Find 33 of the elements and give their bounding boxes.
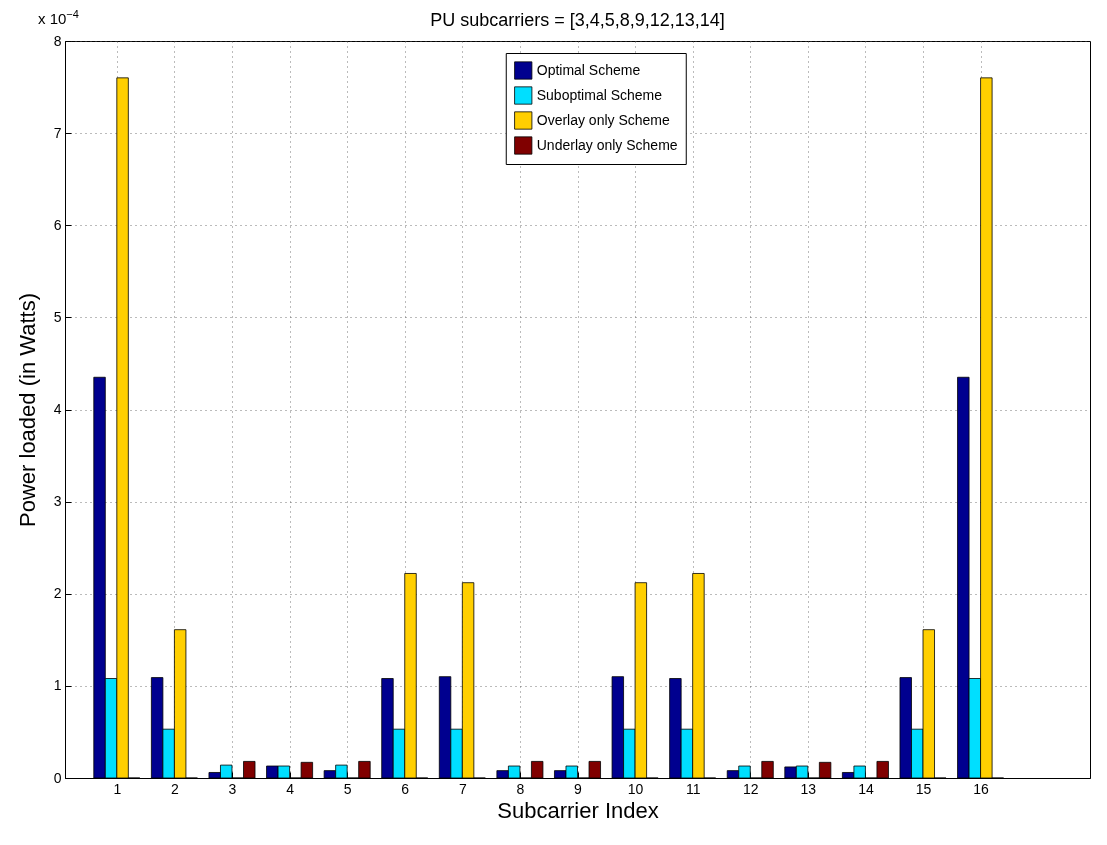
text: x 10$^{−4}$ xyxy=(38,8,79,27)
x-tick-label: 15 xyxy=(915,780,932,797)
y-tick-label: 0 xyxy=(53,769,62,786)
y-tick-label: 5 xyxy=(53,308,62,325)
legend-label: Overlay only Scheme xyxy=(536,111,671,128)
legend-label: Underlay only Scheme xyxy=(536,136,678,153)
x-tick-label: 7 xyxy=(458,780,467,797)
x-tick-label: 3 xyxy=(228,780,237,797)
x-tick-label: 10 xyxy=(627,780,644,797)
x-tick-label: 8 xyxy=(516,780,525,797)
x-tick-label: 14 xyxy=(858,780,874,797)
x-tick-label: 13 xyxy=(800,780,817,797)
y-tick-label: 6 xyxy=(53,216,62,233)
y-tick-label: 1 xyxy=(53,677,62,694)
x-axis-title: Subcarrier Index xyxy=(497,797,659,823)
x-tick-label: 12 xyxy=(742,780,759,797)
x-tick-label: 2 xyxy=(171,780,180,797)
legend-label: Suboptimal Scheme xyxy=(536,86,663,103)
y-axis-title: Power loaded (in Watts) xyxy=(14,293,40,527)
y-tick-label: 7 xyxy=(53,124,62,141)
y-tick-label: 8 xyxy=(53,32,62,49)
y-tick-label: 2 xyxy=(53,585,62,602)
x-tick-label: 16 xyxy=(973,780,990,797)
y-tick-label: 4 xyxy=(53,401,62,417)
x-tick-label: 4 xyxy=(286,780,295,797)
x-tick-label: 1 xyxy=(113,780,122,797)
x-tick-label: 9 xyxy=(574,780,583,797)
y-tick-label: 3 xyxy=(53,493,62,510)
x-tick-label: 11 xyxy=(685,780,701,797)
x-tick-label: 5 xyxy=(343,780,352,797)
x-tick-label: 6 xyxy=(401,780,410,797)
legend-label: Optimal Scheme xyxy=(536,61,641,78)
chart-title: PU subcarriers = [3,4,5,8,9,12,13,14] xyxy=(430,10,725,30)
